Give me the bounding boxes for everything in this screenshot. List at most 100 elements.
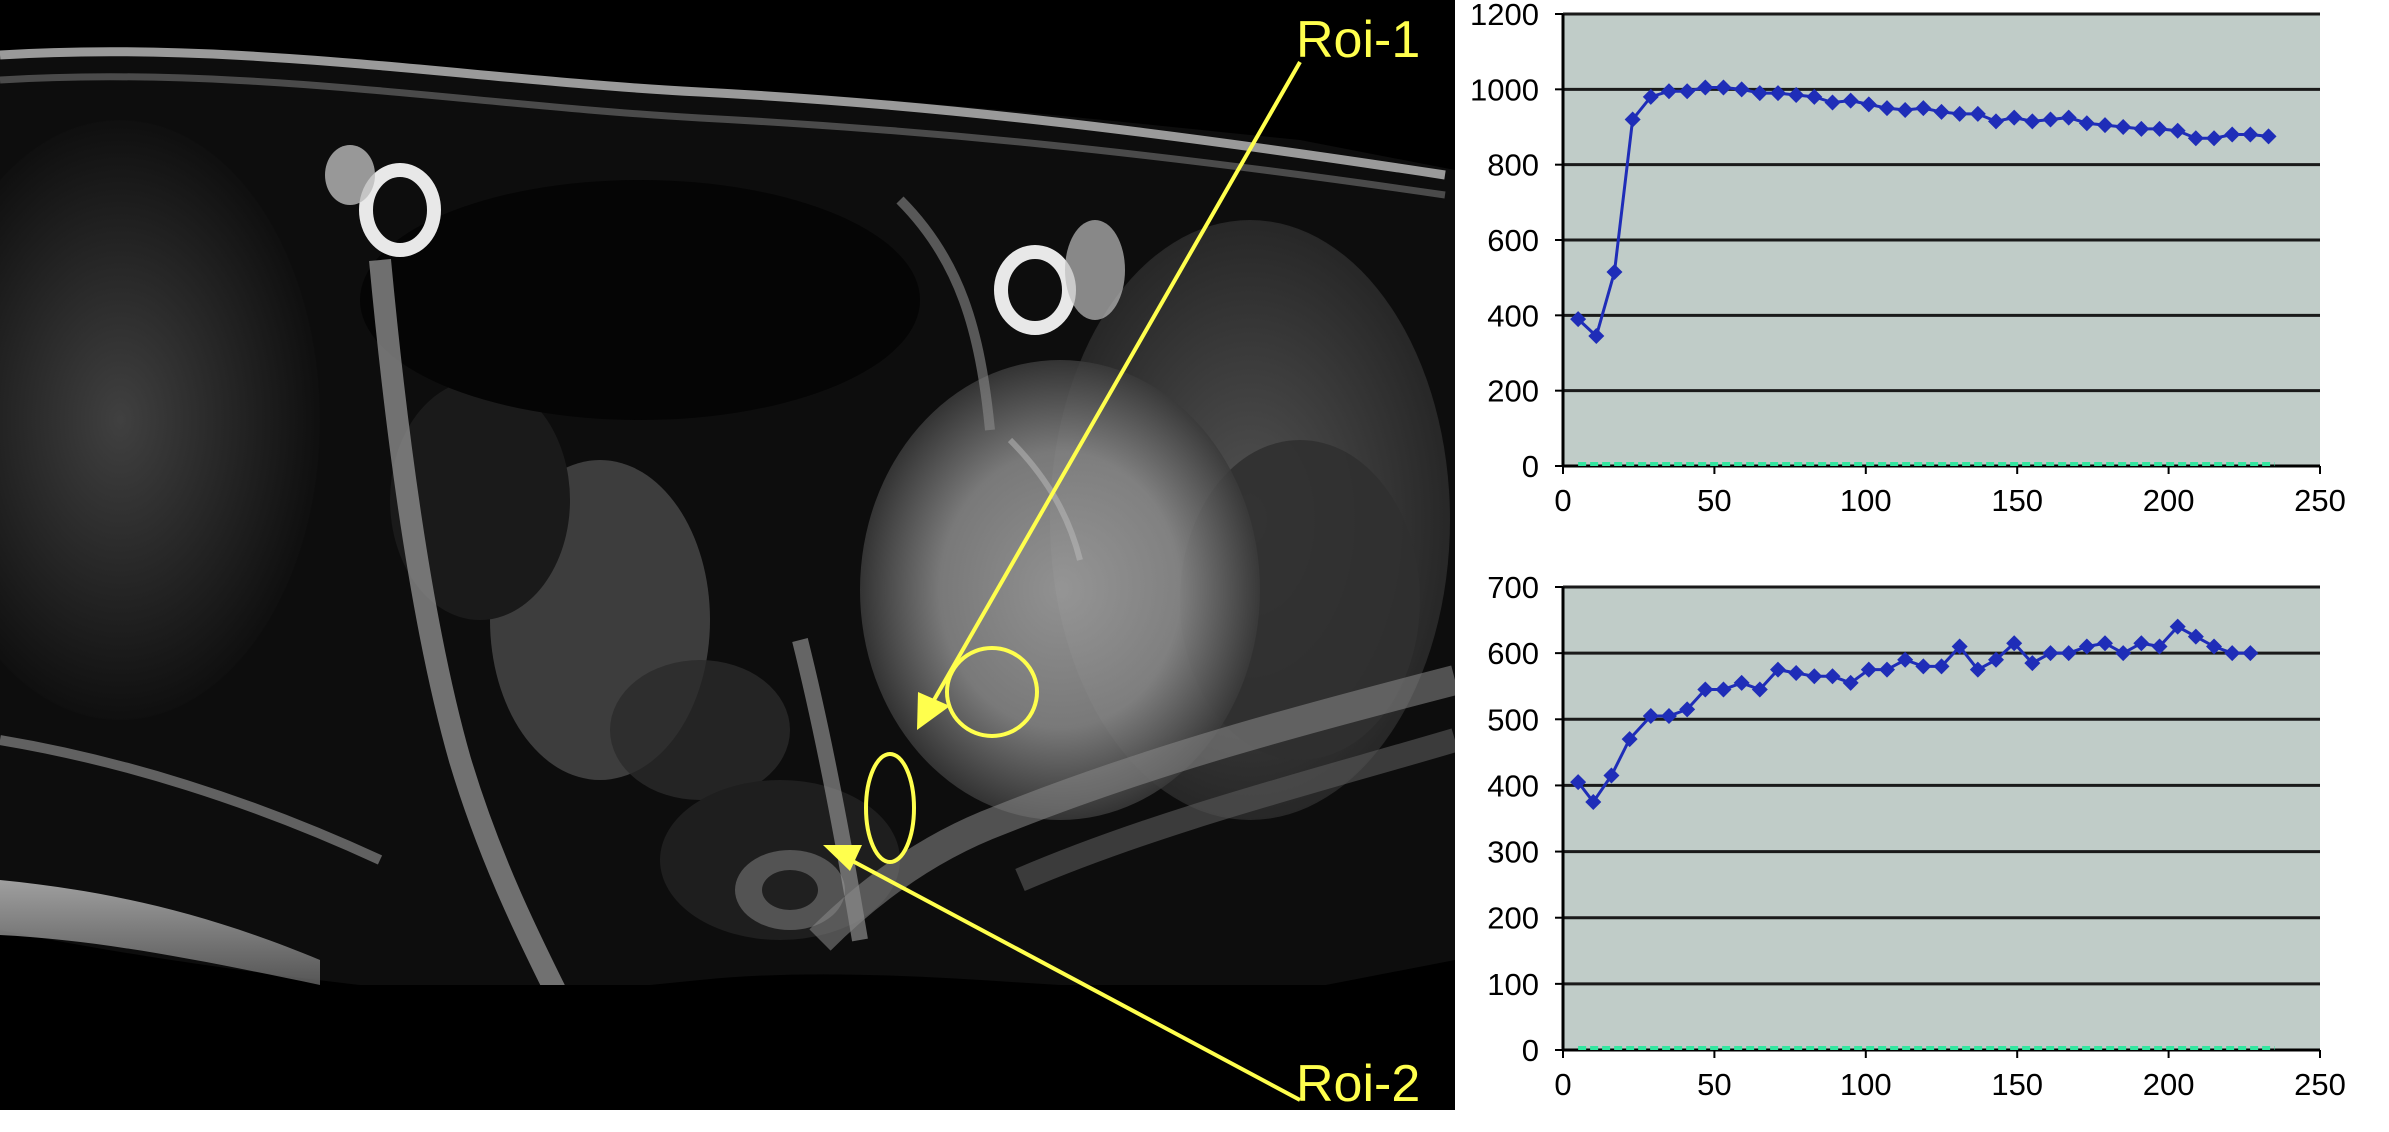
roi2-chart-x-tick-label: 50 (1697, 1067, 1731, 1102)
roi1-chart-y-tick-label: 800 (1487, 148, 1539, 183)
roi1-chart-data-point (2169, 122, 2186, 139)
roi1-chart-data-point (1897, 102, 1914, 119)
roi1-chart-data-point (1751, 85, 1768, 102)
roi1-chart-data-point (1951, 105, 1968, 122)
roi2-chart-data-point (1751, 681, 1768, 698)
roi1-chart-x-tick-label: 100 (1840, 483, 1892, 518)
roi1-chart-data-point (2224, 126, 2241, 143)
roi2-chart-x-tick-label: 100 (1840, 1067, 1892, 1102)
roi2-chart-data-point (1860, 661, 1877, 678)
roi2-chart-data-point (2115, 645, 2132, 662)
roi1-chart-data-point (1824, 94, 1841, 111)
roi2-chart-x-tick-label: 250 (2294, 1067, 2346, 1102)
roi2-chart-data-point (2151, 638, 2168, 655)
roi2-chart-data-point (2206, 638, 2223, 655)
roi2-chart-data-point (1824, 668, 1841, 685)
roi1-chart-data-point (1842, 92, 1859, 109)
roi2-chart-data-point (1679, 701, 1696, 718)
roi1-chart-data-point (1715, 79, 1732, 96)
roi1-chart-x-tick-label: 0 (1554, 483, 1571, 518)
roi1-chart-data-point (1642, 88, 1659, 105)
roi1-chart-data-point (1878, 100, 1895, 117)
roi2-chart-data-point (1660, 707, 1677, 724)
roi1-chart-data-point (2006, 109, 2023, 126)
roi1-chart-x-tick-label: 250 (2294, 483, 2346, 518)
roi2-chart-y-tick-label: 400 (1487, 768, 1539, 803)
roi2-chart-x-tick-label: 200 (2143, 1067, 2195, 1102)
roi2-chart-data-point (2042, 645, 2059, 662)
roi1-chart-y-tick-label: 1200 (1470, 0, 1539, 32)
roi2-chart-data-point (1603, 767, 1620, 784)
roi2-arrow-line (844, 855, 1301, 1102)
roi1-chart-data-point (1606, 264, 1623, 281)
roi2-chart-data-point (1733, 674, 1750, 691)
roi1-chart-data-point (1860, 96, 1877, 113)
roi2-arrow-head (823, 845, 862, 871)
roi2-chart-y-tick-label: 200 (1487, 901, 1539, 936)
roi2-chart-y-tick-label: 700 (1487, 570, 1539, 605)
roi1-chart-y-tick-label: 0 (1522, 449, 1539, 484)
roi2-chart-data-point (2187, 628, 2204, 645)
roi2-chart-x-tick-label: 0 (1554, 1067, 1571, 1102)
roi1-chart-data-point (1570, 311, 1587, 328)
roi1-chart-data-point (1933, 103, 1950, 120)
roi1-chart-data-point (1624, 111, 1641, 128)
roi1-chart-data-point (2206, 130, 2223, 147)
roi1-chart-data-point (1788, 86, 1805, 103)
roi1-chart-data-point (2024, 113, 2041, 130)
roi1-chart-data-point (1588, 328, 1605, 345)
roi1-chart-data-point (1915, 100, 1932, 117)
roi2-chart-data-point (1897, 651, 1914, 668)
roi2-chart-data-point (1878, 661, 1895, 678)
roi1-chart-data-point (2133, 120, 2150, 137)
roi2-chart-x-tick-label: 150 (1991, 1067, 2043, 1102)
roi2-chart-y-tick-label: 600 (1487, 636, 1539, 671)
roi2-chart-data-point (2060, 645, 2077, 662)
roi2-chart-data-point (2169, 618, 2186, 635)
roi1-chart-data-point (1988, 113, 2005, 130)
roi1-chart-data-point (1697, 79, 1714, 96)
roi2-chart-data-point (1806, 668, 1823, 685)
roi1-chart-x-tick-label: 50 (1697, 483, 1731, 518)
roi2-chart-plot-area (1563, 587, 2320, 1050)
roi2-label: Roi-2 (1296, 1055, 1421, 1113)
roi2-chart-data-point (1951, 638, 1968, 655)
roi2-chart-data-point (1933, 658, 1950, 675)
roi2-chart-data-point (1842, 674, 1859, 691)
roi2-chart-y-tick-label: 300 (1487, 835, 1539, 870)
roi2-chart-data-point (1969, 661, 1986, 678)
roi2-chart-data-point (1769, 661, 1786, 678)
roi2-chart-data-point (1621, 731, 1638, 748)
roi2-chart-y-tick-label: 100 (1487, 967, 1539, 1002)
roi1-label: Roi-1 (1296, 11, 1421, 69)
roi2-chart-data-point (1570, 774, 1587, 791)
roi1-chart-data-point (2042, 111, 2059, 128)
roi2-chart-data-point (2024, 655, 2041, 672)
roi1-chart-data-point (2151, 120, 2168, 137)
roi1-chart-data-point (1806, 88, 1823, 105)
roi1-chart-data-point (1969, 105, 1986, 122)
roi1-chart-data-point (2115, 119, 2132, 135)
roi1-arrow-line (932, 61, 1302, 701)
roi2-chart-data-point (2133, 635, 2150, 652)
roi2-chart-data-point (2224, 645, 2241, 662)
roi1-chart-data-point (1679, 83, 1696, 100)
roi2-chart-data-point (2078, 638, 2095, 655)
roi1-ellipse (945, 646, 1039, 738)
mri-scan-image (0, 0, 1455, 1110)
roi1-arrow-head (917, 692, 950, 730)
roi1-chart-data-point (1769, 85, 1786, 102)
roi2-chart-data-point (1915, 658, 1932, 675)
roi2-chart-data-point (2006, 635, 2023, 652)
roi1-chart-y-tick-label: 400 (1487, 298, 1539, 333)
roi1-chart-y-tick-label: 200 (1487, 374, 1539, 409)
roi2-chart-y-tick-label: 0 (1522, 1033, 1539, 1068)
roi1-chart-y-tick-label: 1000 (1470, 72, 1539, 107)
roi2-chart-data-point (2242, 645, 2259, 662)
roi2-chart-data-point (1585, 793, 1602, 810)
roi1-chart-x-tick-label: 200 (2143, 483, 2195, 518)
roi2-chart-y-tick-label: 500 (1487, 702, 1539, 737)
roi2-ellipse (864, 752, 916, 864)
roi2-chart-data-point (2097, 635, 2114, 652)
